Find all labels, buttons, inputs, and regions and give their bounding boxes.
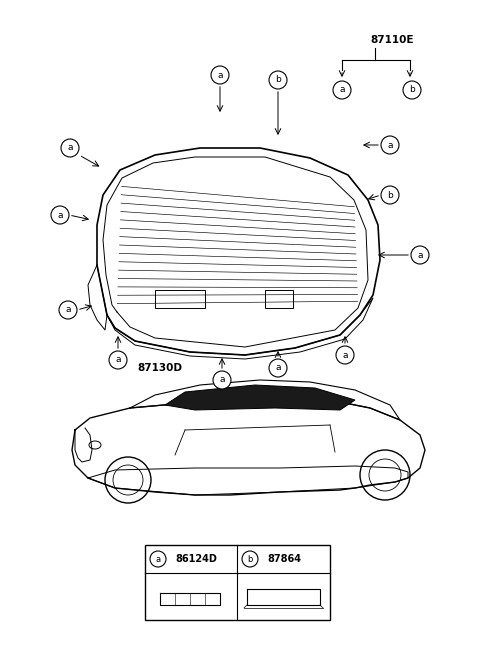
Circle shape: [109, 351, 127, 369]
Circle shape: [51, 206, 69, 224]
Circle shape: [403, 81, 421, 99]
Circle shape: [269, 359, 287, 377]
Circle shape: [213, 371, 231, 389]
Circle shape: [211, 66, 229, 84]
Circle shape: [381, 136, 399, 154]
Bar: [145, 545, 330, 620]
Text: b: b: [409, 86, 415, 94]
Text: b: b: [275, 75, 281, 84]
Circle shape: [59, 301, 77, 319]
Text: a: a: [65, 305, 71, 314]
Circle shape: [242, 551, 258, 567]
Text: a: a: [387, 141, 393, 149]
Text: a: a: [67, 143, 73, 153]
Circle shape: [336, 346, 354, 364]
Text: a: a: [115, 356, 121, 364]
Circle shape: [269, 71, 287, 89]
Circle shape: [333, 81, 351, 99]
Text: a: a: [275, 364, 281, 373]
Text: a: a: [156, 555, 161, 563]
Text: 87110E: 87110E: [370, 35, 413, 45]
Text: 86124D: 86124D: [175, 554, 217, 564]
Circle shape: [61, 139, 79, 157]
Text: b: b: [387, 191, 393, 200]
Text: b: b: [247, 555, 252, 563]
Circle shape: [150, 551, 166, 567]
Text: a: a: [342, 350, 348, 360]
Text: 87864: 87864: [267, 554, 301, 564]
Circle shape: [411, 246, 429, 264]
Circle shape: [381, 186, 399, 204]
Text: a: a: [339, 86, 345, 94]
Bar: [155, 290, 205, 308]
Bar: [265, 290, 293, 308]
Text: a: a: [217, 71, 223, 79]
Text: a: a: [57, 210, 63, 219]
Text: a: a: [219, 375, 225, 384]
Text: a: a: [417, 250, 423, 259]
Text: 87130D: 87130D: [137, 363, 182, 373]
Polygon shape: [165, 385, 355, 410]
